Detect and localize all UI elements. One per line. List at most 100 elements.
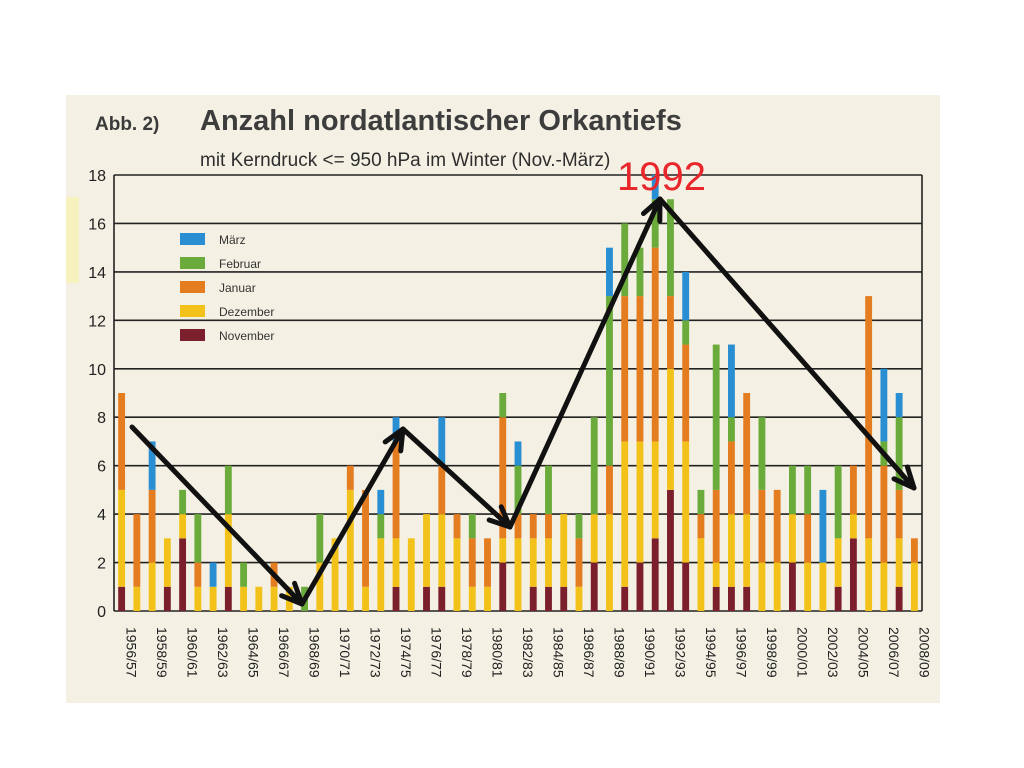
x-tick-label: 2004/05 <box>855 627 871 678</box>
x-tick-label: 2000/01 <box>794 627 810 678</box>
bar-segment-november <box>438 586 446 611</box>
bar-segment-februar <box>651 199 659 248</box>
x-tick-label: 1998/99 <box>764 627 780 678</box>
bar-segment-januar <box>880 465 888 563</box>
y-tick-label: 8 <box>97 410 106 427</box>
bar-segment-februar <box>468 514 476 539</box>
bar-segment-februar <box>834 465 842 539</box>
x-tick-label: 1978/79 <box>459 627 475 678</box>
bar-segment-februar <box>575 514 583 539</box>
bar-segment-dezember <box>575 586 583 611</box>
legend-swatch <box>180 305 205 317</box>
bar-segment-februar <box>224 465 232 515</box>
bar-segment-märz <box>377 489 385 515</box>
x-tick-label: 1960/61 <box>185 627 201 678</box>
x-axis-ticks: 1956/57 1958/59 1960/61 1962/63 1964/65 1966/… <box>124 627 933 678</box>
bar-segment-november <box>392 586 400 611</box>
x-tick-label: 1964/65 <box>246 627 262 678</box>
trend-arrows <box>129 196 917 607</box>
legend-swatch <box>180 233 205 245</box>
bar-segment-dezember <box>712 562 720 587</box>
y-axis-ticks: 0 2 4 6 8 10 12 14 16 18 <box>88 168 106 621</box>
bar-segment-januar <box>758 489 766 563</box>
x-tick-label: 1966/67 <box>276 627 292 678</box>
x-tick-label: 1986/87 <box>581 627 597 678</box>
bar-segment-dezember <box>438 514 446 587</box>
bar-segment-dezember <box>788 514 796 563</box>
bar-segment-dezember <box>804 562 812 611</box>
bar-segment-dezember <box>529 538 537 587</box>
legend-swatch <box>180 329 205 341</box>
x-tick-label: 1974/75 <box>398 627 414 678</box>
bar-segment-dezember <box>484 586 491 611</box>
bar-segment-märz <box>209 562 217 587</box>
bar-segment-november <box>590 562 598 611</box>
bar-segment-märz <box>438 417 446 466</box>
bar-segment-dezember <box>773 562 781 611</box>
y-tick-label: 10 <box>88 362 106 379</box>
bar-segment-januar <box>148 489 156 563</box>
bar-segment-februar <box>758 417 766 490</box>
bar-segment-januar <box>575 538 583 587</box>
bar-segment-dezember <box>377 538 385 611</box>
bar-segment-februar <box>606 296 613 466</box>
bar-segment-januar <box>651 247 659 442</box>
bar-segment-dezember <box>133 586 141 611</box>
bar-segment-november <box>560 586 568 611</box>
bar-segment-januar <box>910 538 918 563</box>
bar-segment-dezember <box>224 514 232 587</box>
bar-segment-januar <box>438 465 446 515</box>
x-tick-label: 1972/73 <box>368 627 384 678</box>
bar-segment-februar <box>240 562 248 587</box>
x-tick-label: 1988/89 <box>611 627 627 678</box>
bar-segment-januar <box>529 514 537 539</box>
y-tick-label: 16 <box>88 216 106 233</box>
bar-segment-januar <box>514 514 522 539</box>
bar-segment-dezember <box>682 441 690 563</box>
bar-segment-dezember <box>179 514 187 539</box>
bar-segment-dezember <box>910 562 918 611</box>
bar-segment-januar <box>682 344 690 442</box>
bar-segment-november <box>499 562 507 611</box>
bars <box>118 175 918 611</box>
bar-segment-dezember <box>453 538 461 611</box>
bar-segment-dezember <box>362 586 369 611</box>
bar-segment-februar <box>514 465 522 515</box>
bar-segment-februar <box>804 465 812 515</box>
bar-segment-februar <box>728 417 735 442</box>
x-tick-label: 2008/09 <box>916 627 932 678</box>
bar-segment-februar <box>682 320 690 345</box>
bar-segment-november <box>423 586 430 611</box>
bar-segment-dezember <box>667 368 674 490</box>
bar-segment-november <box>895 586 903 611</box>
x-tick-label: 1996/97 <box>733 627 749 678</box>
y-tick-label: 18 <box>88 168 106 185</box>
bar-segment-februar <box>788 465 796 515</box>
bar-segment-februar <box>316 514 324 563</box>
bar-segment-november <box>545 586 552 611</box>
y-tick-label: 4 <box>97 507 106 524</box>
bar-segment-januar <box>453 514 461 539</box>
bar-segment-november <box>224 586 232 611</box>
bar-segment-dezember <box>636 441 644 563</box>
bar-segment-januar <box>346 465 354 490</box>
bar-segment-januar <box>621 296 629 442</box>
trend-arrow-line <box>507 196 663 530</box>
bar-segment-dezember <box>331 538 339 611</box>
bar-segment-februar <box>194 514 202 563</box>
trend-arrow-line <box>299 426 406 607</box>
bar-segment-dezember <box>392 538 400 587</box>
x-tick-label: 2006/07 <box>886 627 902 678</box>
y-tick-label: 2 <box>97 556 106 573</box>
y-tick-label: 14 <box>88 265 106 282</box>
bar-segment-januar <box>697 514 705 539</box>
bar-segment-februar <box>179 489 187 515</box>
legend-swatch <box>180 257 205 269</box>
x-tick-label: 1976/77 <box>429 627 445 678</box>
bar-segment-november <box>163 586 171 611</box>
y-tick-label: 0 <box>97 604 106 621</box>
x-tick-label: 1992/93 <box>672 627 688 678</box>
bar-segment-januar <box>743 393 751 515</box>
x-tick-label: 1990/91 <box>642 627 658 678</box>
bar-segment-november <box>682 562 690 611</box>
